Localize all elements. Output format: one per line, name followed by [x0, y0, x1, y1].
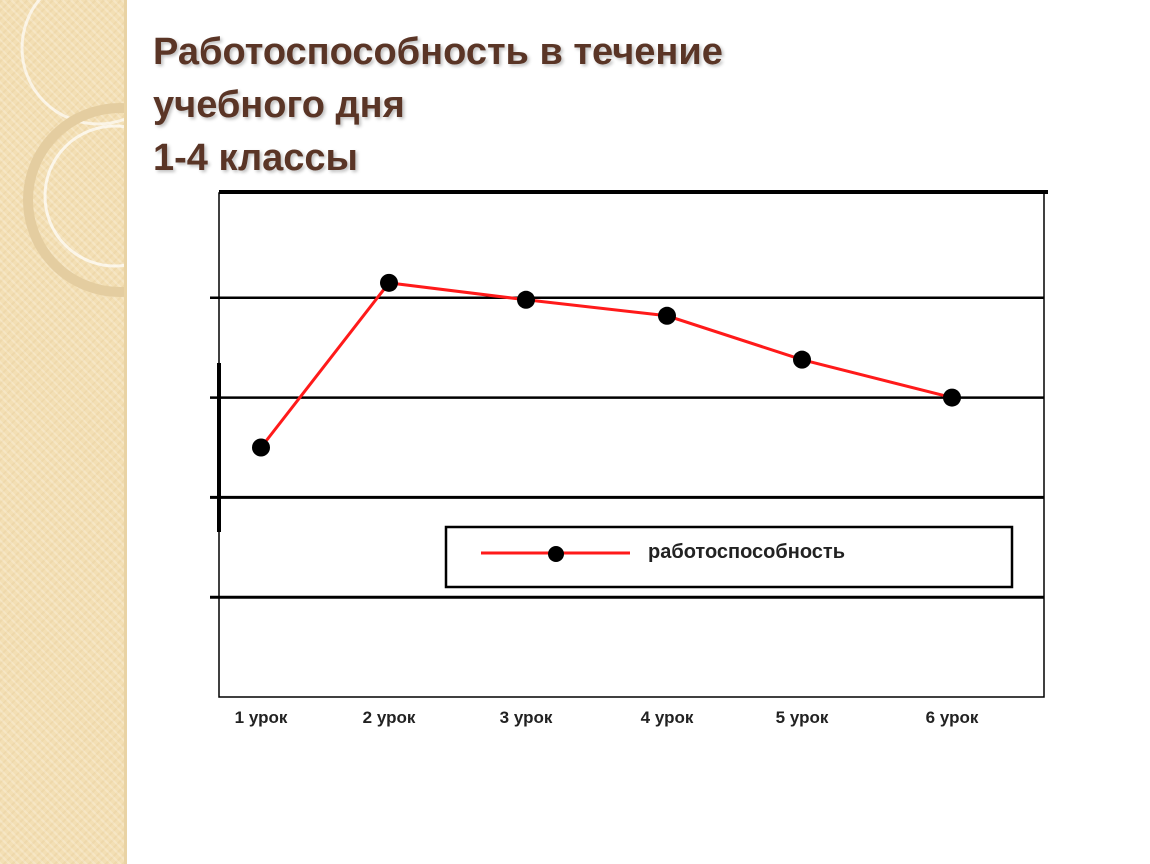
title-line-1: Работоспособность в течение	[153, 31, 723, 73]
series-layer	[252, 273, 961, 457]
series-line	[259, 281, 953, 449]
x-tick-label-1: 1 урок	[235, 708, 288, 727]
title-line-2: учебного дня	[153, 84, 405, 126]
x-tick-label-2: 2 урок	[363, 708, 416, 727]
plot-frame	[218, 192, 1045, 698]
data-point-5	[793, 350, 811, 369]
data-point-6	[943, 388, 961, 407]
legend-label: работоспособность	[648, 541, 845, 563]
legend-marker	[548, 546, 564, 562]
x-tick-labels: 1 урок 2 урок 3 урок 4 урок 5 урок 6 урок	[235, 708, 979, 727]
slide-title: Работоспособность в течение учебного дня…	[153, 26, 723, 185]
gridlines	[210, 296, 1044, 599]
x-tick-label-3: 3 урок	[500, 708, 553, 727]
legend-box	[444, 525, 1014, 589]
legend: работоспособность	[444, 525, 1014, 589]
decorative-circles	[20, 0, 124, 297]
title-line-3: 1-4 классы	[153, 137, 358, 179]
x-tick-label-5: 5 урок	[776, 708, 829, 727]
data-point-2	[380, 273, 398, 292]
data-point-4	[658, 306, 676, 325]
x-tick-label-4: 4 урок	[641, 708, 694, 727]
decorative-side-panel	[0, 0, 127, 864]
x-tick-label-6: 6 урок	[926, 708, 979, 727]
line-chart: 1 урок 2 урок 3 урок 4 урок 5 урок 6 урок раб…	[210, 190, 1048, 727]
data-point-1	[252, 438, 270, 457]
data-point-3	[517, 290, 535, 309]
